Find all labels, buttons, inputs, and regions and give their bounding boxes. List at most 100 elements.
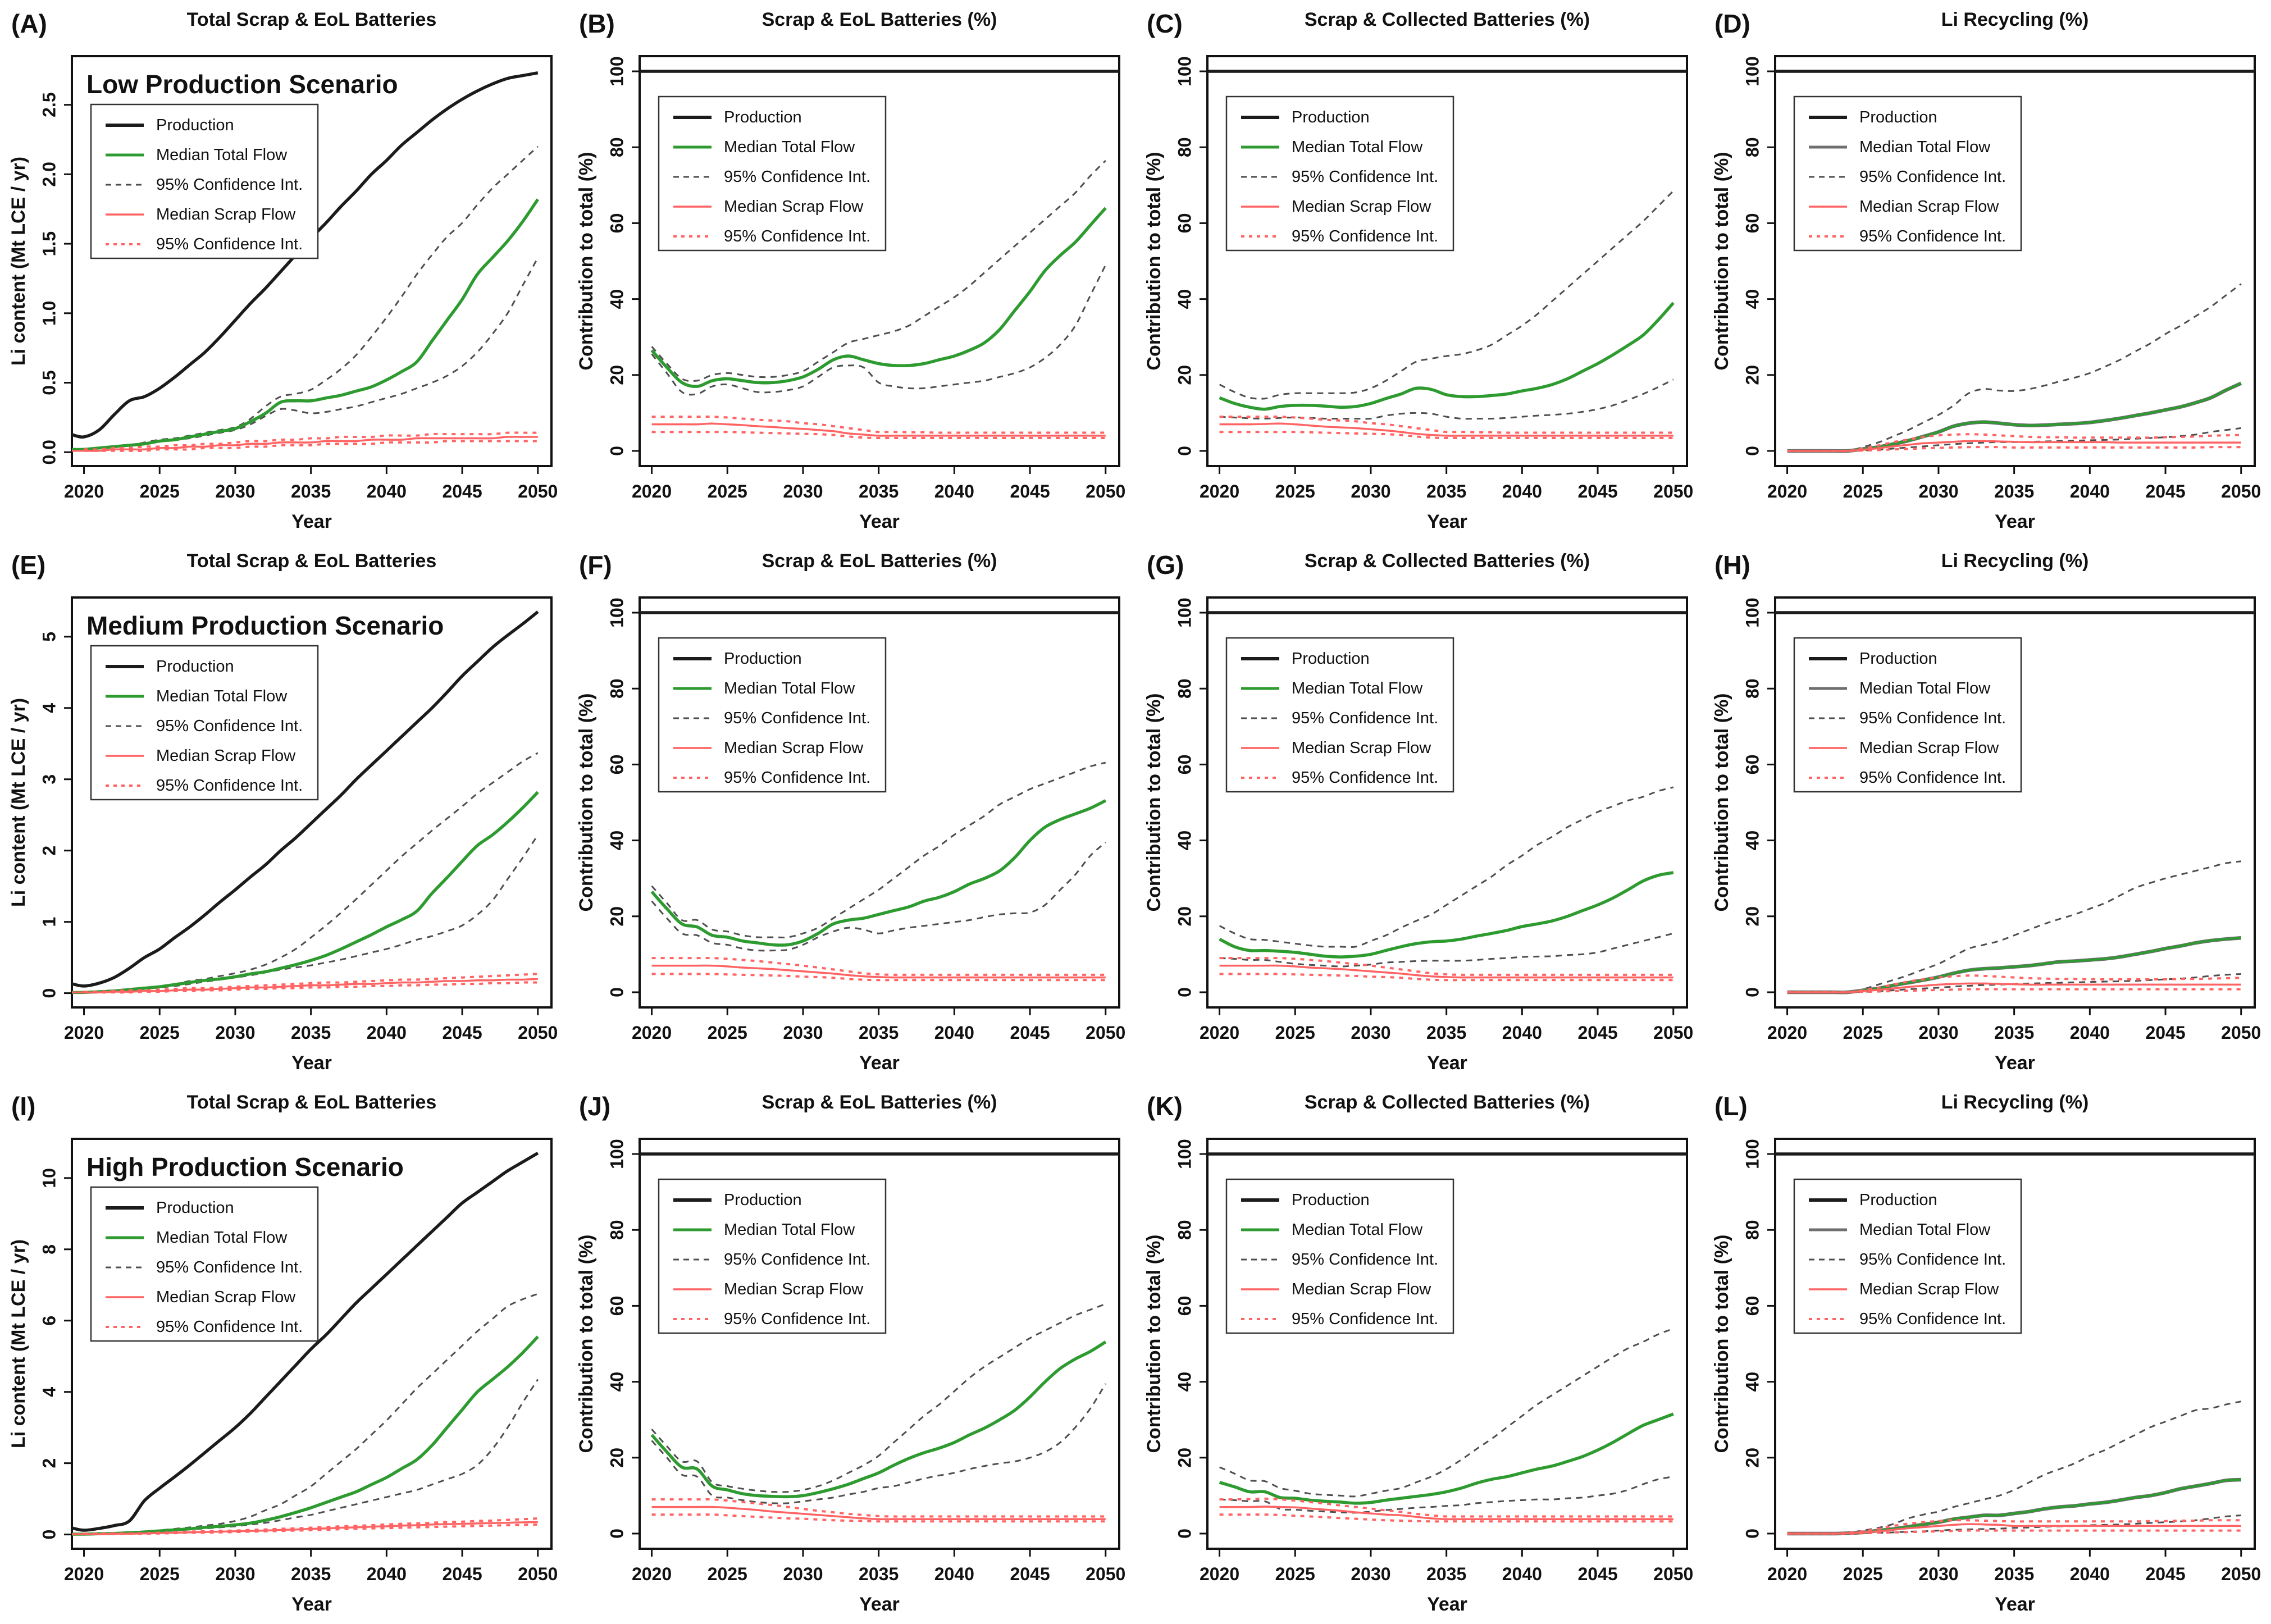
x-tick-label: 2045 <box>1577 481 1617 501</box>
x-tick-label: 2025 <box>708 1564 747 1584</box>
y-tick-label: 80 <box>1174 137 1194 157</box>
series-ci-scrap-lower <box>1219 1513 1673 1523</box>
legend-label: Median Scrap Flow <box>156 206 296 223</box>
panel-root: (F) Scrap & EoL Batteries (%) 2020 2025 2030… <box>576 550 1125 1074</box>
x-tick-label: 2045 <box>442 1564 482 1584</box>
y-tick-label: 0 <box>39 988 59 998</box>
panel-title: Total Scrap & EoL Batteries <box>187 550 437 572</box>
y-tick-label: 40 <box>1742 289 1762 309</box>
panel-root: (K) Scrap & Collected Batteries (%)2020 20… <box>1143 1092 1693 1615</box>
series-median-scrap <box>71 978 538 994</box>
series-ci-total-upper <box>651 159 1106 382</box>
legend-label: Production <box>1292 650 1370 668</box>
legend-label: Median Scrap Flow <box>1859 1280 1999 1298</box>
x-tick-label: 2020 <box>1200 1564 1239 1584</box>
x-tick-label: 2035 <box>291 1023 331 1043</box>
y-tick-label: 60 <box>606 755 627 775</box>
panel-tag: (G) <box>1147 550 1184 580</box>
y-tick-label: 5 <box>39 632 59 642</box>
y-axis-label: Contribution to total (%) <box>1711 152 1732 370</box>
series-median-scrap <box>71 436 538 452</box>
legend-label: 95% Confidence Int. <box>156 1258 303 1276</box>
x-tick-label: 2035 <box>291 1564 331 1584</box>
legend-label: Production <box>156 116 234 134</box>
y-tick-label: 0 <box>606 987 627 997</box>
panel-l-chart: (L) Li Recycling (%)2020 2025 2030 2035 2040 2… <box>1711 1092 2261 1615</box>
legend-label: 95% Confidence Int. <box>724 769 870 787</box>
x-tick-label: 2045 <box>1577 1564 1617 1584</box>
panel-d: (D) Li Recycling (%) 2020 2025 2030 2035 2040 2… <box>1703 0 2271 541</box>
legend-box <box>90 103 319 259</box>
x-tick-label: 2020 <box>64 1564 104 1584</box>
panel-tag: (J) <box>579 1092 610 1121</box>
series-ci-scrap-lower <box>651 1513 1106 1523</box>
x-axis-label: Year <box>859 511 900 532</box>
legend-label: 95% Confidence Int. <box>156 235 303 253</box>
series-median-scrap <box>72 1521 538 1535</box>
legend-box <box>1225 1178 1454 1334</box>
panel-tag: (E) <box>11 550 45 580</box>
y-tick-label: 60 <box>1174 213 1194 234</box>
x-tick-label: 2030 <box>1918 481 1958 501</box>
series-median-total <box>71 791 539 995</box>
y-tick-label: 80 <box>606 137 627 157</box>
y-tick-label: 80 <box>1174 678 1194 699</box>
panel-root: (H) Li Recycling (%)2020 2025 2030 2035 2040 2… <box>1711 550 2261 1074</box>
y-tick-label: 80 <box>1742 137 1762 157</box>
panel-k: (K) Scrap & Collected Batteries (%) 2020 20… <box>1136 1083 1703 1624</box>
legend-label: 95% Confidence Int. <box>1859 1251 2006 1269</box>
y-tick-label: 40 <box>1742 1372 1762 1392</box>
series-ci-scrap-upper <box>651 1498 1106 1518</box>
series-ci-scrap-lower <box>1219 973 1673 982</box>
x-tick-label: 2035 <box>1426 1023 1466 1043</box>
legend-box <box>658 1178 887 1334</box>
series-median-total <box>71 198 540 451</box>
x-tick-label: 2030 <box>215 1023 255 1043</box>
panel-root: (A) Total Scrap & EoL Batteries 2020 2025 20… <box>8 9 558 532</box>
x-tick-label: 2025 <box>708 481 747 501</box>
panel-b: (B) Scrap & EoL Batteries (%) 2020 2025 2030… <box>568 0 1136 541</box>
series-ci-total-lower <box>1787 1514 2241 1535</box>
legend-label: Median Scrap Flow <box>156 1288 296 1306</box>
panel-f-chart: (F) Scrap & EoL Batteries (%) 2020 2025 2030… <box>576 550 1125 1074</box>
y-tick-label: 100 <box>1742 1139 1762 1169</box>
y-tick-label: 20 <box>606 365 627 385</box>
x-tick-label: 2045 <box>2145 481 2185 501</box>
legend-label: Median Total Flow <box>156 1229 288 1247</box>
x-tick-label: 2030 <box>783 1023 823 1043</box>
series-ci-total-lower <box>651 264 1107 396</box>
legend-label: Median Scrap Flow <box>1859 739 1999 757</box>
legend-label: 95% Confidence Int. <box>156 176 303 194</box>
legend-label: Median Total Flow <box>1292 679 1423 697</box>
legend-label: Median Total Flow <box>1292 138 1423 156</box>
legend-label: 95% Confidence Int. <box>1859 769 2006 787</box>
y-tick-label: 0.0 <box>39 440 59 464</box>
x-tick-label: 2030 <box>1351 1564 1390 1584</box>
legend-label: Median Scrap Flow <box>156 747 296 765</box>
x-tick-label: 2050 <box>1653 481 1693 501</box>
legend-label: 95% Confidence Int. <box>156 777 303 795</box>
x-axis-label: Year <box>1427 1052 1467 1074</box>
x-tick-label: 2020 <box>632 481 672 501</box>
series-median-scrap <box>1787 1523 2241 1535</box>
y-axis-label: Contribution to total (%) <box>576 693 597 911</box>
x-tick-label: 2030 <box>1351 1023 1390 1043</box>
x-tick-label: 2040 <box>367 1564 407 1584</box>
series-production <box>71 1152 539 1532</box>
x-tick-label: 2040 <box>1502 481 1542 501</box>
x-tick-label: 2040 <box>367 481 407 501</box>
y-tick-label: 0 <box>1742 446 1762 456</box>
x-tick-label: 2040 <box>1502 1023 1542 1043</box>
y-tick-label: 1 <box>39 917 59 927</box>
x-tick-label: 2035 <box>859 1564 899 1584</box>
panel-j-chart: (J) Scrap & EoL Batteries (%) 2020 2025 2030… <box>576 1092 1125 1615</box>
legend-label: 95% Confidence Int. <box>1292 1251 1438 1269</box>
series-ci-scrap-upper <box>84 431 538 451</box>
x-tick-label: 2030 <box>1918 1023 1958 1043</box>
y-tick-label: 2 <box>39 1458 59 1468</box>
series-ci-scrap-upper <box>1787 433 2241 453</box>
legend-label: 95% Confidence Int. <box>1859 168 2006 186</box>
